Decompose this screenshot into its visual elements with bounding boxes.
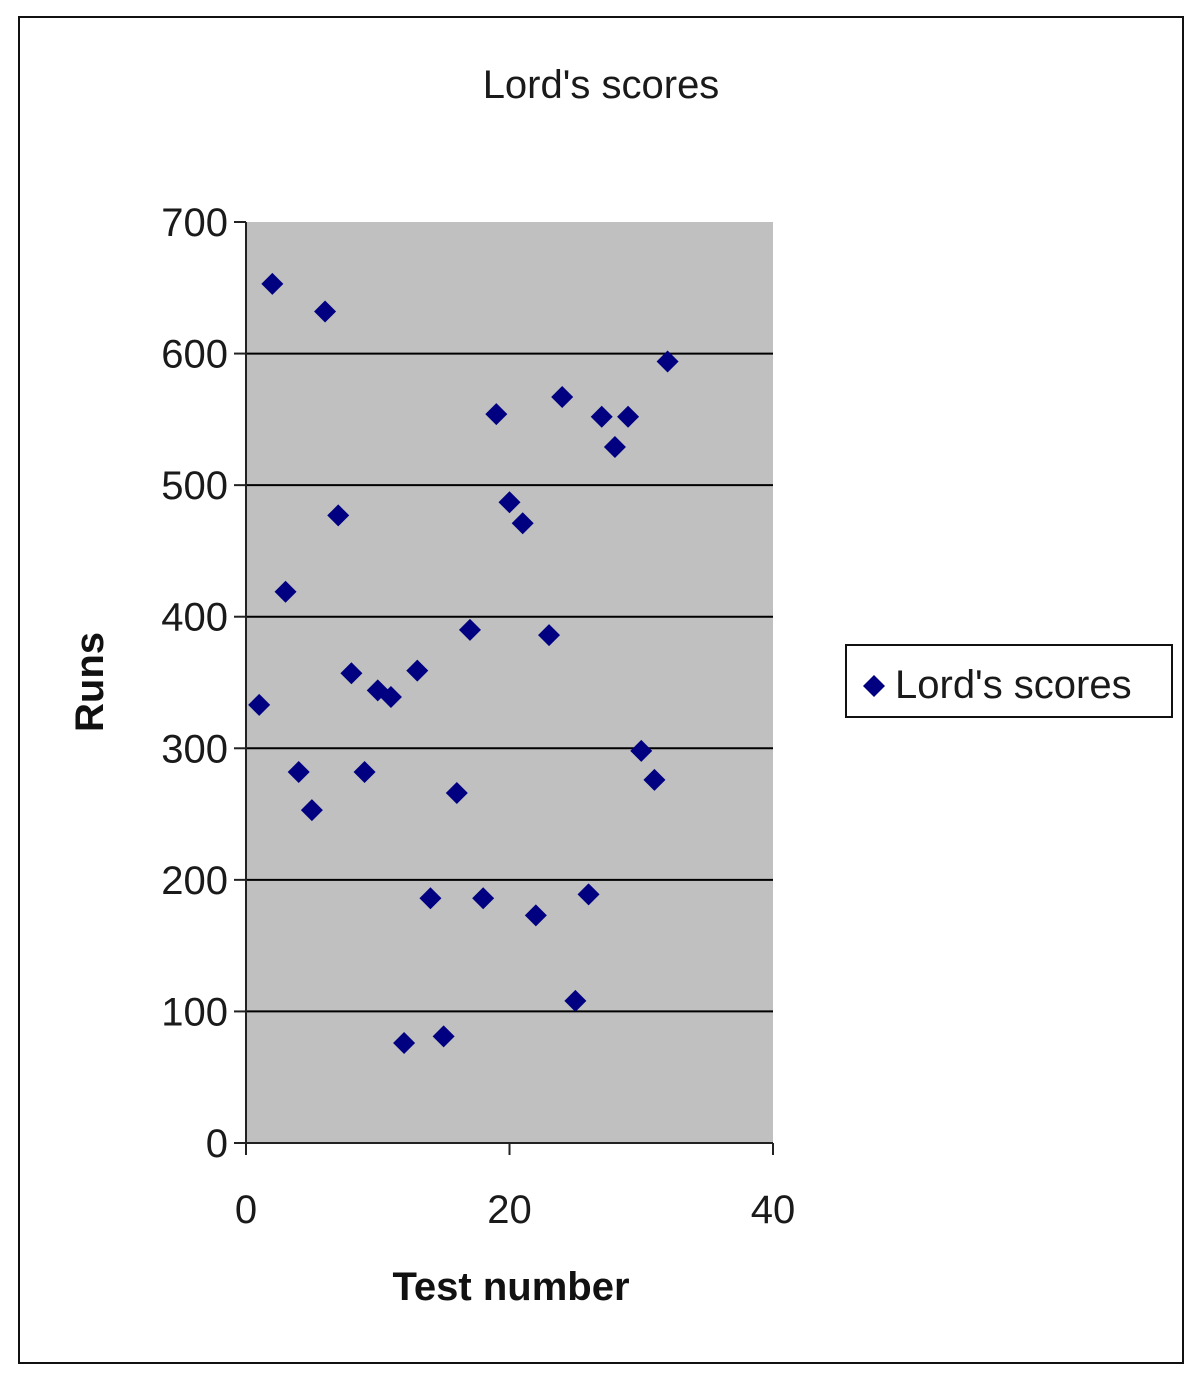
data-point-16 [445, 782, 468, 805]
x-axis-ticks: 0 20 40 [235, 1143, 795, 1232]
data-point-6 [314, 300, 337, 323]
data-point-4 [287, 760, 310, 783]
data-point-18 [472, 887, 495, 910]
y-tick-label-500: 500 [161, 464, 228, 508]
y-axis-ticks: 0 100 200 300 400 500 600 700 [161, 201, 246, 1166]
y-tick-label-0: 0 [206, 1122, 228, 1166]
data-point-31 [643, 768, 666, 791]
data-point-13 [406, 659, 429, 682]
legend-label: Lord's scores [895, 663, 1132, 707]
y-tick-label-100: 100 [161, 990, 228, 1034]
data-point-26 [577, 883, 600, 906]
y-tick-label-700: 700 [161, 201, 228, 245]
plot-area [246, 222, 773, 1143]
y-tick-label-300: 300 [161, 727, 228, 771]
y-tick-label-200: 200 [161, 859, 228, 903]
data-point-19 [485, 403, 508, 426]
y-axis-title: Runs [68, 632, 112, 732]
data-point-8 [340, 662, 363, 685]
x-axis-title: Test number [392, 1265, 629, 1309]
x-tick-label-40: 40 [751, 1188, 796, 1232]
data-point-25 [564, 989, 587, 1012]
gridlines [246, 352, 773, 1013]
y-tick-label-600: 600 [161, 333, 228, 377]
data-point-30 [630, 739, 653, 762]
data-point-15 [432, 1025, 455, 1048]
x-tick-label-20: 20 [487, 1188, 532, 1232]
data-point-12 [393, 1032, 416, 1055]
chart-title: Lord's scores [483, 63, 720, 107]
data-point-21 [511, 512, 534, 535]
x-tick-label-0: 0 [235, 1188, 257, 1232]
data-point-7 [327, 504, 350, 527]
legend: Lord's scores [845, 644, 1173, 718]
data-point-17 [458, 618, 481, 641]
data-point-20 [498, 491, 521, 514]
data-points [248, 272, 679, 1055]
data-point-29 [617, 405, 640, 428]
data-point-14 [419, 887, 442, 910]
data-point-27 [590, 405, 613, 428]
data-point-28 [603, 435, 626, 458]
data-point-23 [538, 624, 561, 647]
data-point-24 [551, 385, 574, 408]
data-point-2 [261, 272, 284, 295]
data-point-11 [379, 685, 402, 708]
data-point-22 [524, 904, 547, 927]
data-point-1 [248, 693, 271, 716]
legend-marker-diamond [863, 675, 885, 697]
data-point-32 [656, 350, 679, 373]
data-point-3 [274, 580, 297, 603]
data-point-9 [353, 760, 376, 783]
data-point-5 [300, 799, 323, 822]
y-tick-label-400: 400 [161, 596, 228, 640]
legend-box [845, 644, 1173, 718]
